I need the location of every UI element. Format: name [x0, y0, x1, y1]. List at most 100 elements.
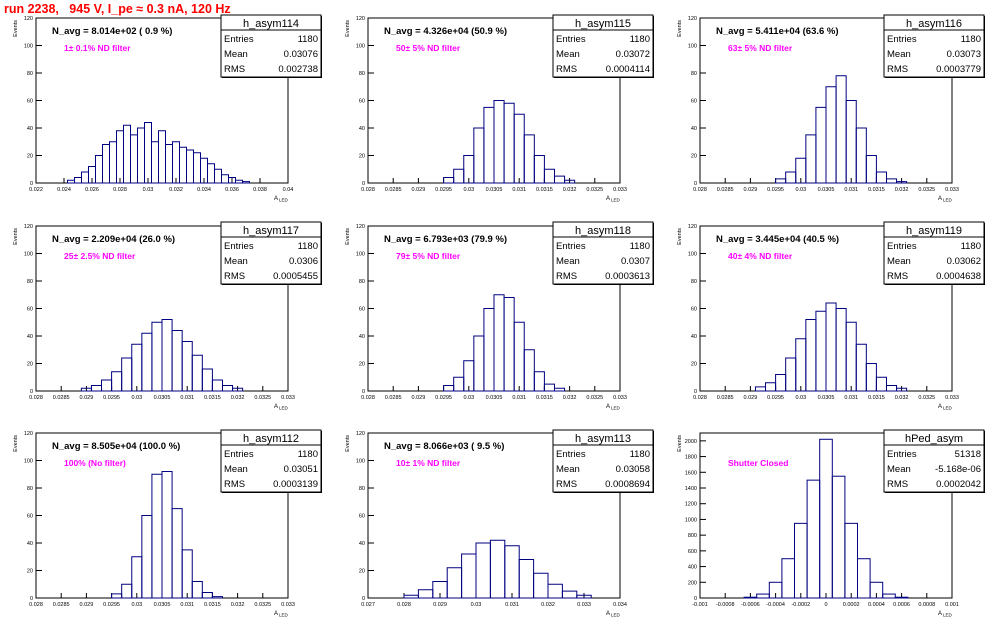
y-tick-label: 80	[691, 71, 697, 77]
y-tick-label: 100	[24, 252, 33, 258]
x-tick-label: 0.0305	[818, 395, 835, 401]
histogram-bin	[130, 134, 138, 184]
histogram-bin	[869, 581, 884, 599]
histogram-bin	[785, 171, 797, 184]
stats-label: RMS	[224, 271, 245, 282]
histogram-bin	[191, 581, 203, 599]
filter-label: 25± 2.5% ND filter	[64, 251, 136, 261]
histogram-bin	[165, 144, 173, 184]
y-tick-label: 80	[27, 71, 33, 77]
y-tick-label: 80	[359, 279, 365, 285]
stats-value: 1180	[630, 34, 650, 45]
stats-label: Entries	[556, 34, 586, 45]
histogram-bin	[533, 371, 545, 392]
y-tick-label: 120	[24, 16, 33, 22]
x-tick-label: 0.03	[795, 395, 806, 401]
stats-box	[220, 14, 322, 78]
x-tick-label: 0.028	[361, 395, 375, 401]
y-tick-label: 80	[691, 279, 697, 285]
x-tick-label: 0.0325	[918, 187, 935, 193]
x-tick-label: 0.0305	[154, 395, 171, 401]
x-tick-label: 0.034	[197, 187, 211, 193]
histogram-bin	[102, 144, 110, 184]
histogram-bin	[503, 297, 515, 392]
histogram-bin	[181, 549, 193, 599]
x-tick-label: 0.0325	[586, 395, 603, 401]
y-tick-label: 120	[24, 431, 33, 437]
x-tick-label: 0.0285	[717, 187, 734, 193]
stats-label: RMS	[556, 479, 577, 490]
histogram-panel-h_asym116: 0 20 40 60 80 100 120 0.028 0.0285 0.029 0.0295 0.0…	[677, 14, 985, 203]
y-tick-label: 100	[356, 252, 365, 258]
stats-label: Mean	[887, 49, 911, 60]
x-tick-label: 0.029	[412, 187, 426, 193]
x-tick-label: 0.0325	[254, 395, 271, 401]
histogram-bin	[201, 368, 213, 392]
x-tick-label: 0.026	[85, 187, 99, 193]
histogram-bin	[90, 385, 103, 392]
x-tick-label: 0.0305	[154, 602, 171, 608]
y-tick-label: 0	[362, 389, 365, 395]
y-tick-label: 400	[688, 565, 697, 571]
y-tick-label: 40	[691, 126, 697, 132]
histogram-bin	[121, 357, 133, 392]
histogram-bin	[743, 596, 758, 599]
filter-label: 63± 5% ND filter	[728, 43, 793, 53]
stats-label: RMS	[887, 479, 908, 490]
y-tick-label: 60	[359, 99, 365, 105]
y-tick-label: 40	[359, 541, 365, 547]
y-tick-label: 60	[359, 514, 365, 520]
stats-value: 0.03072	[616, 49, 650, 60]
histogram-name: h_asym115	[575, 18, 631, 30]
x-tick-label: 0.0285	[385, 187, 402, 193]
x-tick-label: 0.0008	[918, 602, 935, 608]
histogram-name: h_asym119	[906, 225, 962, 237]
y-tick-label: 600	[688, 549, 697, 555]
y-tick-label: 100	[24, 459, 33, 465]
y-tick-label: 40	[359, 126, 365, 132]
navg-label: N_avg = 8.014e+02 ( 0.9 %)	[52, 26, 172, 37]
histogram-bin	[855, 127, 867, 184]
navg-label: N_avg = 2.209e+04 (26.0 %)	[52, 234, 175, 245]
histogram-bin	[214, 168, 222, 184]
histogram-name: h_asym117	[243, 225, 299, 237]
histogram-bin	[564, 179, 576, 184]
x-tick-label: 0.03	[463, 187, 474, 193]
histogram-bin	[855, 343, 867, 392]
histogram-bin	[473, 335, 485, 392]
histogram-bin	[513, 321, 525, 392]
x-tick-label: 0.028	[29, 395, 43, 401]
x-tick-label: 0.0315	[536, 395, 553, 401]
histogram-name: hPed_asym	[905, 433, 963, 445]
x-tick-label: 0.032	[895, 187, 909, 193]
histogram-panel-h_asym117: 0 20 40 60 80 100 120 0.028 0.0285 0.029 0.0295 0.0…	[13, 221, 322, 411]
stats-value: 0.0002042	[936, 479, 981, 490]
histogram-bin	[754, 386, 767, 392]
y-tick-label: 20	[27, 569, 33, 575]
y-tick-label: 1000	[685, 517, 697, 523]
y-tick-label: 80	[359, 486, 365, 492]
stats-value: 0.0004114	[606, 64, 650, 75]
stats-label: Mean	[556, 256, 580, 267]
x-tick-label: 0.032	[231, 602, 245, 608]
stats-label: Mean	[224, 49, 248, 60]
y-tick-label: 40	[27, 541, 33, 547]
histogram-bin	[835, 75, 847, 184]
x-tick-label: 0.0295	[767, 187, 784, 193]
histogram-bin	[845, 100, 857, 184]
y-axis-label: Events	[345, 435, 351, 452]
x-tick-label: 0.031	[512, 187, 526, 193]
histogram-bin	[109, 141, 117, 184]
stats-value: 0.03058	[616, 464, 650, 475]
x-tick-label: 0.031	[505, 602, 519, 608]
x-tick-label: 0.0295	[103, 395, 120, 401]
y-tick-label: 0	[362, 596, 365, 602]
x-tick-label: 0.033	[577, 602, 591, 608]
navg-label: N_avg = 5.411e+04 (63.6 %)	[716, 26, 839, 37]
x-tick-label: 0.028	[397, 602, 411, 608]
stats-value: 1180	[298, 34, 318, 45]
y-tick-label: 60	[27, 307, 33, 313]
x-tick-label: 0.0305	[818, 187, 835, 193]
y-tick-label: 20	[359, 362, 365, 368]
histogram-bin	[131, 343, 143, 392]
